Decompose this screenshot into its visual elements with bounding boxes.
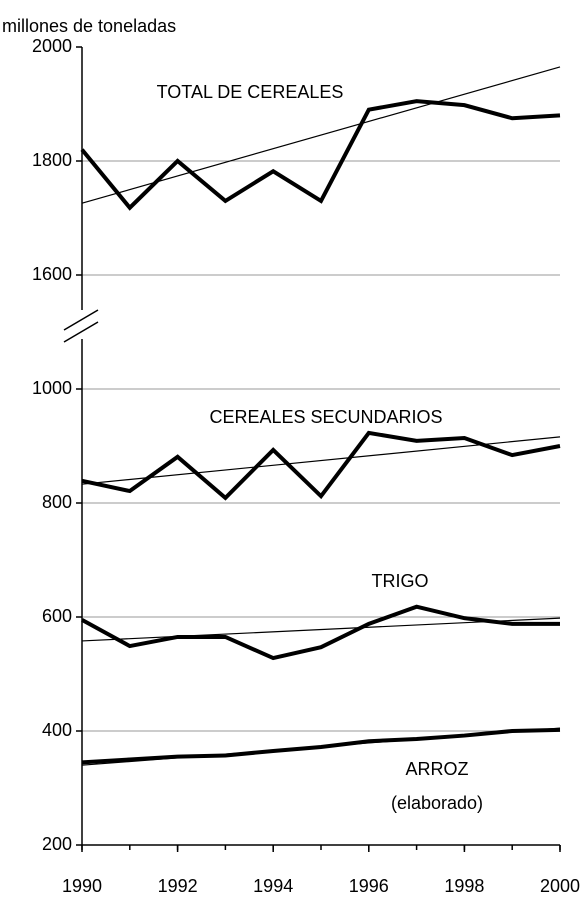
- y-tick-label: 200: [42, 834, 72, 854]
- series-label: TOTAL DE CEREALES: [157, 82, 344, 102]
- axis-break: [63, 321, 99, 343]
- trend-line: [81, 66, 561, 204]
- annotation: (elaborado): [391, 793, 483, 813]
- series-line: [81, 430, 561, 501]
- y-tick-label: 800: [42, 492, 72, 512]
- y-tick-label: 2000: [32, 36, 72, 56]
- axis-break: [63, 309, 99, 331]
- y-tick-label: 400: [42, 720, 72, 740]
- series-label: CEREALES SECUNDARIOS: [209, 407, 442, 427]
- trend-line: [81, 436, 561, 485]
- y-tick-label: 600: [42, 606, 72, 626]
- y-axis-label: millones de toneladas: [2, 16, 176, 36]
- x-tick-label: 1992: [158, 876, 198, 896]
- series-line: [81, 604, 560, 661]
- series-label: ARROZ: [406, 759, 469, 779]
- x-tick-label: 1994: [253, 876, 293, 896]
- x-tick-label: 1990: [62, 876, 102, 896]
- x-tick-label: 1996: [349, 876, 389, 896]
- y-tick-label: 1800: [32, 150, 72, 170]
- x-tick-label: 2000: [540, 876, 580, 896]
- series-line: [81, 727, 561, 765]
- x-tick-label: 1998: [444, 876, 484, 896]
- y-tick-label: 1000: [32, 378, 72, 398]
- y-tick-label: 1600: [32, 264, 72, 284]
- series-label: TRIGO: [372, 571, 429, 591]
- series-line: [80, 99, 561, 211]
